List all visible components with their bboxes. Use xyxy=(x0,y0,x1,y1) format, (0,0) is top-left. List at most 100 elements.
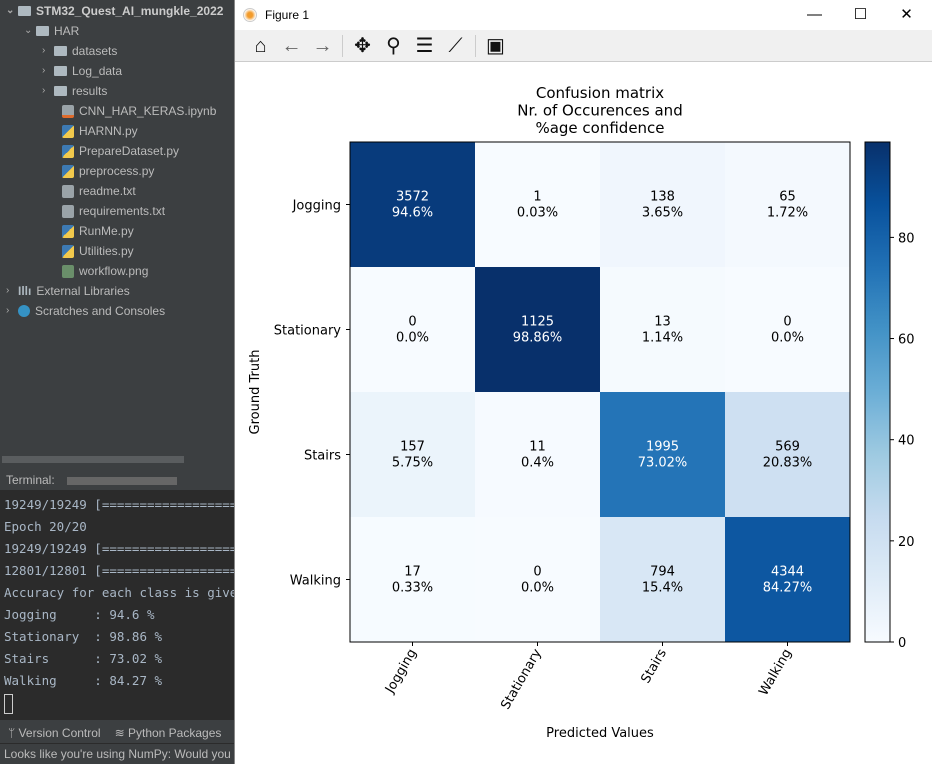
heatmap-cell xyxy=(725,392,850,517)
heatmap-cell xyxy=(600,517,725,642)
zoom-icon[interactable]: ⚲ xyxy=(386,34,401,57)
heatmap-cell xyxy=(600,392,725,517)
save-icon[interactable]: ▣ xyxy=(486,34,505,57)
cell-percent-label: 0.0% xyxy=(521,581,554,596)
minimize-button[interactable]: — xyxy=(807,6,822,23)
cell-count-label: 1995 xyxy=(646,440,679,455)
cell-count-label: 0 xyxy=(783,315,791,330)
tree-file[interactable]: requirements.txt xyxy=(62,201,165,221)
cell-count-label: 17 xyxy=(404,565,421,580)
tree-root[interactable]: ⌄ STM32_Quest_AI_mungkle_2022 xyxy=(6,1,223,21)
heatmap-cell xyxy=(350,142,475,267)
heatmap-cell xyxy=(350,517,475,642)
edit-axis-icon[interactable]: ⟋ xyxy=(448,34,463,57)
chart-title: %age confidence xyxy=(535,119,664,137)
figure-window: Figure 1 — ☐ ✕ ⌂ ← → ✥ ⚲ ☰ ⟋ ▣ Confusion… xyxy=(234,0,932,764)
tree-folder[interactable]: › datasets xyxy=(42,41,117,61)
close-button[interactable]: ✕ xyxy=(900,6,913,23)
x-axis-label: Predicted Values xyxy=(546,726,654,741)
tree-folder-har[interactable]: ⌄ HAR xyxy=(24,21,79,41)
file-icon xyxy=(62,224,74,238)
cell-count-label: 3572 xyxy=(396,190,429,205)
title-bar: Figure 1 — ☐ ✕ xyxy=(235,0,932,30)
tree-folder[interactable]: › Log_data xyxy=(42,61,122,81)
terminal-line: 19249/19249 [================== xyxy=(4,541,234,556)
chart-title: Nr. of Occurences and xyxy=(517,102,682,120)
file-label: PrepareDataset.py xyxy=(79,144,180,158)
colorbar-tick-label: 80 xyxy=(898,231,915,246)
terminal-line: Accuracy for each class is given xyxy=(4,585,234,600)
file-label: preprocess.py xyxy=(79,164,155,178)
tree-file[interactable]: HARNN.py xyxy=(62,121,138,141)
cell-percent-label: 98.86% xyxy=(513,331,563,346)
cell-count-label: 794 xyxy=(650,565,675,580)
external-label: External Libraries xyxy=(36,284,130,298)
cell-percent-label: 84.27% xyxy=(763,581,813,596)
plot-frame xyxy=(349,141,851,643)
pan-icon[interactable]: ✥ xyxy=(354,34,371,57)
file-label: RunMe.py xyxy=(79,224,134,238)
tree-scratches[interactable]: › Scratches and Consoles xyxy=(6,301,165,321)
file-icon xyxy=(62,264,74,278)
file-label: workflow.png xyxy=(79,264,149,278)
configure-subplots-icon[interactable]: ☰ xyxy=(415,34,434,57)
file-icon xyxy=(62,104,74,118)
heatmap-cell xyxy=(725,517,850,642)
figure-toolbar: ⌂ ← → ✥ ⚲ ☰ ⟋ ▣ xyxy=(235,30,932,62)
tree-file[interactable]: CNN_HAR_KERAS.ipynb xyxy=(62,101,216,121)
maximize-button[interactable]: ☐ xyxy=(853,6,868,23)
cell-count-label: 157 xyxy=(400,440,425,455)
heatmap-cell xyxy=(600,267,725,392)
tree-file[interactable]: Utilities.py xyxy=(62,241,134,261)
terminal-line: 12801/12801 [================== xyxy=(4,563,234,578)
file-icon xyxy=(62,124,74,138)
terminal-tab-blurred[interactable] xyxy=(66,476,177,485)
scratches-label: Scratches and Consoles xyxy=(35,304,166,318)
window-title: Figure 1 xyxy=(265,8,310,22)
cell-percent-label: 0.33% xyxy=(392,581,433,596)
cell-percent-label: 3.65% xyxy=(642,206,683,221)
terminal-panel[interactable]: Terminal: 19249/19249 [=================… xyxy=(0,470,234,720)
forward-icon[interactable]: → xyxy=(312,34,333,57)
scratches-icon xyxy=(18,305,30,317)
tree-folder[interactable]: › results xyxy=(42,81,107,101)
tree-file[interactable]: workflow.png xyxy=(62,261,148,281)
heatmap-cell xyxy=(350,267,475,392)
status-message[interactable]: Looks like you're using NumPy: Would you xyxy=(0,743,234,764)
y-tick-label: Stairs xyxy=(304,449,341,464)
cell-percent-label: 73.02% xyxy=(638,456,688,471)
python-packages-tab[interactable]: Python Packages xyxy=(127,726,222,740)
colorbar-tick-label: 40 xyxy=(898,434,915,449)
tree-file[interactable]: readme.txt xyxy=(62,181,136,201)
file-icon xyxy=(62,164,74,178)
tree-file[interactable]: preprocess.py xyxy=(62,161,154,181)
root-label: STM32_Quest_AI_mungkle_2022 xyxy=(36,4,224,18)
file-label: requirements.txt xyxy=(79,204,166,218)
file-label: Utilities.py xyxy=(79,244,134,258)
colorbar xyxy=(864,141,891,643)
folder-label: Log_data xyxy=(72,64,123,78)
file-label: readme.txt xyxy=(79,184,136,198)
bottom-toolbar: ᛘ Version Control ≋ Python Packages xyxy=(0,723,234,743)
back-icon[interactable]: ← xyxy=(281,34,302,57)
cell-count-label: 4344 xyxy=(771,565,804,580)
tree-file[interactable]: PrepareDataset.py xyxy=(62,141,179,161)
heatmap-cell xyxy=(475,392,600,517)
version-control-tab[interactable]: Version Control xyxy=(18,726,101,740)
heatmap-cell xyxy=(475,267,600,392)
x-tick-label: Stationary xyxy=(498,646,545,712)
horizontal-scrollbar[interactable] xyxy=(2,456,184,463)
cell-count-label: 138 xyxy=(650,190,675,205)
tree-file[interactable]: RunMe.py xyxy=(62,221,134,241)
heatmap-cell xyxy=(475,142,600,267)
heatmap-cell xyxy=(600,142,725,267)
chart-title: Confusion matrix xyxy=(536,84,664,102)
colorbar-tick-label: 0 xyxy=(898,636,906,651)
file-icon xyxy=(62,184,74,198)
heatmap-cell xyxy=(725,267,850,392)
home-icon[interactable]: ⌂ xyxy=(254,34,267,57)
file-icon xyxy=(62,144,74,158)
cell-percent-label: 0.03% xyxy=(517,206,558,221)
tree-external-libraries[interactable]: › Illı External Libraries xyxy=(6,281,130,301)
y-tick-label: Walking xyxy=(290,574,341,589)
